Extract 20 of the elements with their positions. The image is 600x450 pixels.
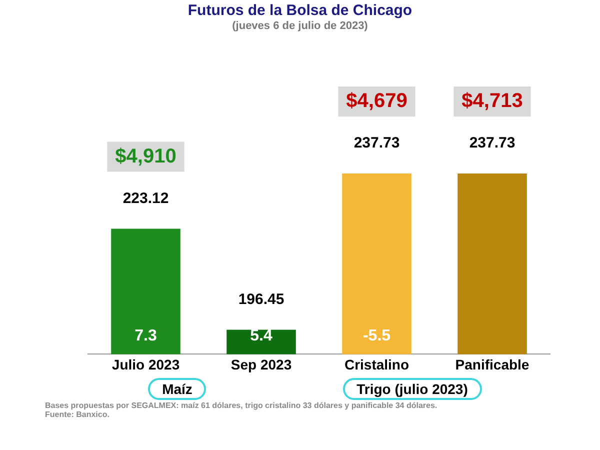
data-label: 196.45 (238, 290, 284, 308)
text: $4,713 (462, 90, 523, 112)
chart-title: Futuros de la Bolsa de Chicago (186, 1, 414, 19)
x-tick-label: Julio 2023 (112, 356, 180, 372)
annotation: Fuente: Banxico. (45, 410, 110, 419)
x-tick-label: Sep 2023 (230, 356, 292, 372)
annotation: Trigo (julio 2023) (342, 378, 482, 400)
annotation: -5.5 (362, 328, 391, 345)
annotation: Maíz (148, 378, 206, 400)
data-label: 237.73 (469, 134, 516, 152)
annotation: Bases propuestas por SEGALMEX: maíz 61 dólares, trigo cristalino 33 dólares y panificable 34 dólares. (45, 401, 438, 410)
x-tick-label: Cristalino (344, 356, 410, 372)
data-label: 223.12 (122, 190, 169, 207)
x-tick-label: Panificable (455, 356, 530, 372)
chart-subtitle: (jueves 6 de julio de 2023) (231, 20, 369, 32)
annotation: 5.4 (250, 328, 272, 345)
text: $4,910 (115, 145, 176, 168)
data-label: 237.73 (354, 134, 400, 152)
annotation: 7.3 (134, 328, 157, 345)
text: $4,679 (346, 90, 408, 112)
